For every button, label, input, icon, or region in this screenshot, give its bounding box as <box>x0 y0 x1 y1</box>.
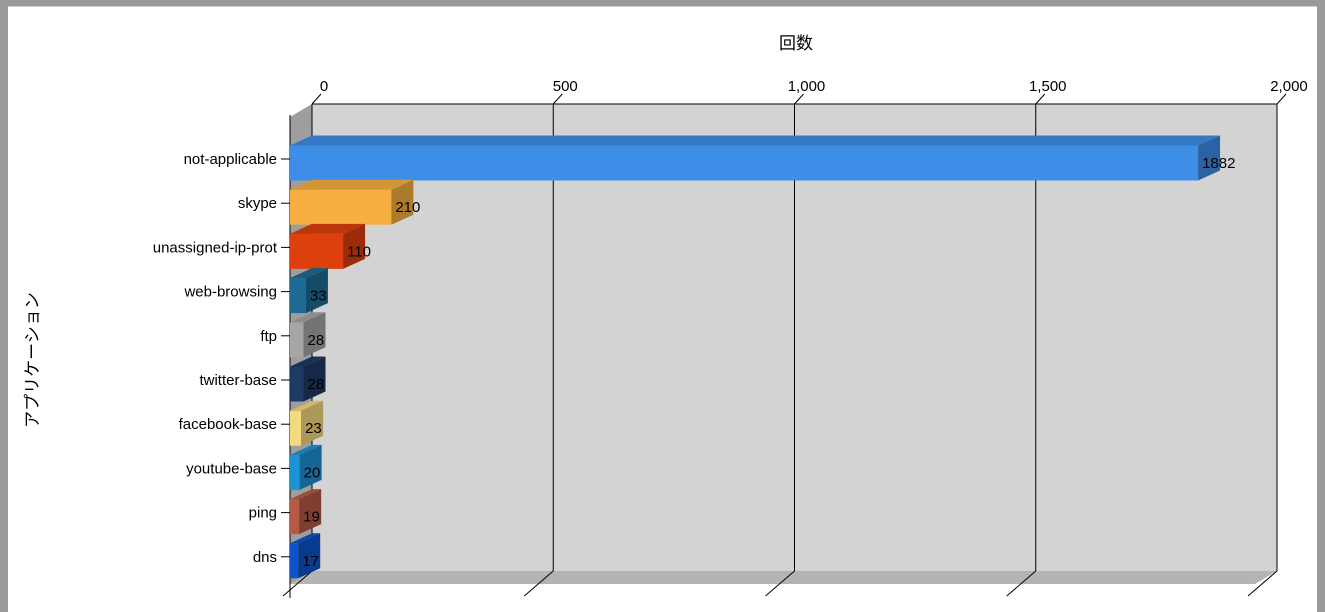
bar-top-face <box>290 489 322 500</box>
bar <box>290 145 1199 181</box>
frame-inner-line <box>8 6 1317 7</box>
floor-gridline <box>1247 570 1278 597</box>
bar-top-face <box>290 312 326 323</box>
plot-floor <box>290 571 1277 584</box>
x-tick-mark <box>1035 93 1046 105</box>
x-tick-label: 1,500 <box>1029 78 1067 95</box>
y-axis-title: アプリケーション <box>23 292 42 428</box>
bar-top-face <box>290 444 322 455</box>
value-label: 28 <box>308 376 325 393</box>
value-label: 20 <box>304 464 321 481</box>
bar-side-face <box>303 356 326 402</box>
x-tick-label: 1,000 <box>788 78 826 95</box>
bar-side-face <box>301 400 324 446</box>
bars <box>290 135 1221 579</box>
category-label: twitter-base <box>199 372 277 389</box>
bar-top-face <box>290 533 321 544</box>
bar-side-face <box>1198 135 1221 181</box>
bar-top-face <box>290 356 326 367</box>
bar <box>290 322 304 358</box>
category-label: unassigned-ip-prot <box>153 239 278 256</box>
bar <box>290 410 302 446</box>
bar <box>290 366 304 402</box>
axes: 0 500 1,000 1,500 2,000 <box>281 78 1308 598</box>
bar <box>290 233 344 269</box>
category-label: dns <box>253 549 277 566</box>
bar-side-face <box>391 179 414 225</box>
x-tick-label: 500 <box>553 78 578 95</box>
category-label: facebook-base <box>179 416 277 433</box>
bar <box>290 543 299 579</box>
bar-top-face <box>290 268 328 279</box>
x-tick-label: 0 <box>320 78 328 95</box>
bar-top-face <box>290 179 414 190</box>
bar-side-face <box>343 223 366 269</box>
floor-gridline <box>1006 570 1037 597</box>
value-label: 17 <box>302 553 319 570</box>
category-label: not-applicable <box>184 151 277 168</box>
value-label: 23 <box>305 420 322 437</box>
value-label: 28 <box>308 332 325 349</box>
floor-gridline <box>765 570 795 597</box>
value-label: 210 <box>395 199 420 216</box>
bar-side-face <box>299 489 322 535</box>
x-tick-mark <box>552 93 563 105</box>
bar-side-face <box>298 533 321 579</box>
bar-side-face <box>305 268 328 314</box>
x-tick-mark <box>311 93 322 105</box>
x-tick-label: 2,000 <box>1270 78 1308 95</box>
bar <box>290 499 300 535</box>
value-label: 33 <box>310 288 327 305</box>
x-tick-mark <box>794 93 804 105</box>
bar <box>290 189 392 225</box>
value-label: 110 <box>347 243 371 260</box>
bar-side-face <box>303 312 326 358</box>
labels: not-applicable 1882 skype 210 unassigned-ip-… <box>153 151 1236 570</box>
floor-gridline <box>523 570 554 597</box>
bar <box>290 454 300 490</box>
bar <box>290 278 306 314</box>
category-label: ping <box>249 505 277 522</box>
bar-top-face <box>290 223 366 234</box>
category-label: web-browsing <box>183 284 277 301</box>
value-label: 1882 <box>1202 155 1235 172</box>
category-label: skype <box>238 195 277 212</box>
category-label: ftp <box>260 328 277 345</box>
bar-top-face <box>290 135 1221 146</box>
bar-top-face <box>290 400 324 411</box>
x-tick-mark <box>1276 93 1287 105</box>
x-axis-title: 回数 <box>779 34 813 53</box>
category-label: youtube-base <box>186 460 277 477</box>
bar-side-face <box>299 444 322 490</box>
floor-gridline <box>282 570 313 597</box>
value-label: 19 <box>303 509 320 526</box>
